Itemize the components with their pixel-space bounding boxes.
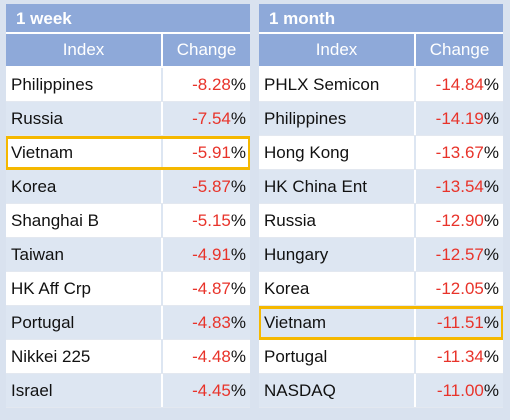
week-col-change-header: Change: [176, 40, 237, 59]
month-table-header: Index Change: [259, 34, 503, 68]
change-value: -5.15%: [192, 211, 246, 230]
table-row: Korea -5.87%: [6, 170, 250, 204]
table-row: Russia -7.54%: [6, 102, 250, 136]
table-row-highlighted: Vietnam -5.91%: [6, 136, 250, 170]
change-value: -7.54%: [192, 109, 246, 128]
change-value: -12.57%: [435, 245, 499, 264]
week-table: 1 week Index Change Philippines -8.28% R…: [6, 4, 250, 408]
index-name: Vietnam: [259, 306, 416, 339]
month-col-index-header: Index: [259, 34, 416, 66]
index-name: Korea: [6, 170, 163, 203]
table-row: Nikkei 225 -4.48%: [6, 340, 250, 374]
table-row: Shanghai B -5.15%: [6, 204, 250, 238]
index-name: Shanghai B: [6, 204, 163, 237]
index-name: Hungary: [259, 238, 416, 271]
table-row: HK Aff Crp -4.87%: [6, 272, 250, 306]
index-name: Korea: [259, 272, 416, 305]
week-table-body: Philippines -8.28% Russia -7.54% Vietnam…: [6, 68, 250, 408]
index-name: Russia: [259, 204, 416, 237]
index-name: Israel: [6, 374, 163, 407]
change-value: -14.84%: [435, 75, 499, 94]
index-name: Portugal: [6, 306, 163, 339]
change-value: -13.67%: [435, 143, 499, 162]
index-name: Nikkei 225: [6, 340, 163, 373]
index-name: PHLX Semicon: [259, 68, 416, 101]
change-value: -5.91%: [192, 143, 246, 162]
table-row: NASDAQ -11.00%: [259, 374, 503, 408]
change-value: -11.34%: [436, 347, 499, 366]
table-row: Taiwan -4.91%: [6, 238, 250, 272]
index-name: Portugal: [259, 340, 416, 373]
month-table-title: 1 month: [259, 4, 503, 34]
table-row: HK China Ent -13.54%: [259, 170, 503, 204]
index-name: Taiwan: [6, 238, 163, 271]
month-col-change-header: Change: [429, 40, 490, 59]
index-name: Hong Kong: [259, 136, 416, 169]
week-table-title: 1 week: [6, 4, 250, 34]
table-row: Portugal -11.34%: [259, 340, 503, 374]
table-row: Israel -4.45%: [6, 374, 250, 408]
index-name: NASDAQ: [259, 374, 416, 407]
change-value: -8.28%: [192, 75, 246, 94]
table-row: Hungary -12.57%: [259, 238, 503, 272]
index-name: HK China Ent: [259, 170, 416, 203]
index-name: Russia: [6, 102, 163, 135]
week-table-header: Index Change: [6, 34, 250, 68]
table-row: Russia -12.90%: [259, 204, 503, 238]
change-value: -11.51%: [436, 313, 499, 332]
month-table-body: PHLX Semicon -14.84% Philippines -14.19%…: [259, 68, 503, 408]
change-value: -14.19%: [435, 109, 499, 128]
change-value: -12.05%: [435, 279, 499, 298]
change-value: -4.87%: [192, 279, 246, 298]
table-row: Philippines -8.28%: [6, 68, 250, 102]
change-value: -12.90%: [435, 211, 499, 230]
week-col-index-header: Index: [6, 34, 163, 66]
change-value: -4.48%: [192, 347, 246, 366]
index-name: Philippines: [6, 68, 163, 101]
index-name: Vietnam: [6, 136, 163, 169]
month-table: 1 month Index Change PHLX Semicon -14.84…: [259, 4, 503, 408]
table-row: Hong Kong -13.67%: [259, 136, 503, 170]
change-value: -13.54%: [435, 177, 499, 196]
change-value: -4.91%: [192, 245, 246, 264]
change-value: -11.00%: [436, 381, 499, 400]
table-row: Korea -12.05%: [259, 272, 503, 306]
index-name: HK Aff Crp: [6, 272, 163, 305]
change-value: -4.45%: [192, 381, 246, 400]
table-row: Portugal -4.83%: [6, 306, 250, 340]
change-value: -5.87%: [192, 177, 246, 196]
table-row: PHLX Semicon -14.84%: [259, 68, 503, 102]
table-row-highlighted: Vietnam -11.51%: [259, 306, 503, 340]
table-row: Philippines -14.19%: [259, 102, 503, 136]
index-name: Philippines: [259, 102, 416, 135]
change-value: -4.83%: [192, 313, 246, 332]
